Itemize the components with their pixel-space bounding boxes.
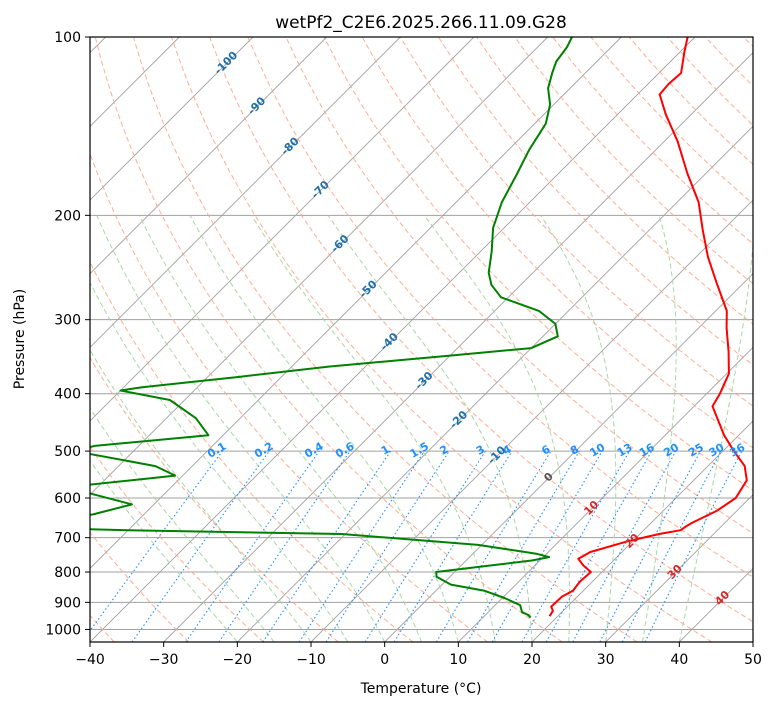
moist-adiabat-line — [423, 215, 570, 642]
x-tick-label: 0 — [380, 652, 389, 668]
y-tick-label: 1000 — [45, 622, 81, 638]
mixing-ratio-line — [521, 450, 630, 642]
isotherm-lines — [90, 37, 753, 642]
plot-area: 0.1 0.2 0.4 0.6 1 1.5 2 3 4 6 8 10 13 16 20 25 30 36-100-… — [90, 37, 753, 642]
sounding-series — [90, 37, 748, 619]
dry-adiabat-line — [323, 37, 753, 491]
isotherm-line — [90, 37, 327, 275]
moist-adiabat-line — [189, 215, 459, 642]
isotherm-line — [384, 273, 753, 642]
dry-adiabat-line — [399, 37, 753, 407]
y-tick-label: 800 — [54, 565, 81, 581]
dry-adiabat-line — [90, 356, 339, 642]
isotherm-line — [237, 125, 753, 642]
isotherm-line — [605, 494, 753, 642]
x-tick-label: 40 — [670, 652, 688, 668]
dry-adiabat-line — [514, 37, 753, 285]
isotherm-line — [163, 52, 753, 642]
y-tick-label: 400 — [54, 387, 81, 403]
chart-title: wetPf2_C2E6.2025.266.11.09.G28 — [275, 13, 567, 33]
y-axis-label: Pressure (hPa) — [12, 289, 28, 389]
x-tick-label: −20 — [223, 652, 253, 668]
x-axis: −40 −30 −20 −10 0 10 20 30 40 50 — [75, 642, 762, 668]
y-tick-label: 500 — [54, 444, 81, 460]
pressure-gridlines — [90, 37, 753, 630]
moist-adiabat-line — [540, 215, 617, 642]
x-tick-label: 30 — [597, 652, 615, 668]
x-tick-label: 10 — [449, 652, 467, 668]
dry-adiabat-line — [90, 446, 264, 642]
mixing-ratio-line — [545, 450, 653, 642]
dry-adiabat-line — [209, 37, 753, 623]
moist-adiabat-line — [251, 215, 496, 642]
y-tick-label: 300 — [54, 313, 81, 329]
y-tick-label: 100 — [54, 30, 81, 46]
x-tick-label: 20 — [523, 652, 541, 668]
mixing-ratio-line — [572, 450, 677, 642]
dry-adiabat-line — [361, 37, 753, 449]
dry-adiabat-line — [90, 260, 414, 642]
isotherm-line — [458, 346, 753, 642]
mixing-ratio-line — [298, 450, 425, 642]
dry-adiabat-line — [247, 37, 753, 578]
dry-adiabat-line — [94, 37, 563, 642]
mixing-ratio-line — [131, 450, 270, 642]
x-tick-label: −30 — [149, 652, 179, 668]
y-axis: 100 200 300 400 500 600 700 800 900 1000 — [45, 30, 90, 638]
isotherm-line — [90, 37, 475, 422]
x-tick-label: −40 — [75, 652, 105, 668]
moist-adiabat-line — [678, 238, 753, 642]
isotherm-line — [90, 37, 401, 348]
moist-adiabat-line — [138, 215, 422, 642]
plot-frame — [89, 36, 754, 643]
x-tick-label: −10 — [296, 652, 326, 668]
dewpoint-line — [90, 37, 573, 619]
mixing-ratio-line — [90, 450, 223, 632]
mixing-ratio-lines — [90, 450, 743, 642]
dry-adiabat-lines — [90, 37, 753, 642]
y-tick-label: 600 — [54, 491, 81, 507]
moist-adiabat-line — [90, 459, 238, 642]
isotherm-line — [90, 37, 696, 642]
dry-adiabat-line — [437, 37, 753, 366]
isotherm-line — [90, 37, 254, 201]
dry-adiabat-line — [132, 37, 638, 642]
mixing-ratio-line — [325, 450, 450, 642]
temperature-line — [548, 37, 748, 617]
mixing-ratio-line — [262, 450, 392, 642]
moist-adiabat-lines — [90, 215, 753, 642]
dry-adiabat-line — [90, 531, 190, 642]
x-axis-label: Temperature (°C) — [360, 681, 482, 697]
y-tick-label: 700 — [54, 531, 81, 547]
dry-adiabat-line — [285, 37, 753, 535]
mixing-ratio-line — [644, 450, 743, 642]
isotherm-line — [90, 37, 622, 569]
y-tick-label: 900 — [54, 595, 81, 611]
moist-adiabat-line — [90, 349, 312, 642]
y-tick-label: 200 — [54, 208, 81, 224]
x-tick-label: 50 — [744, 652, 762, 668]
mixing-ratio-line — [185, 450, 320, 642]
dry-adiabat-line — [90, 152, 488, 642]
moist-adiabat-line — [642, 215, 677, 642]
mixing-ratio-line — [218, 450, 351, 642]
mixing-ratio-line — [393, 450, 513, 642]
isotherm-line — [531, 420, 753, 642]
isotherm-line — [90, 37, 548, 496]
dry-adiabat-line — [171, 37, 712, 642]
moist-adiabat-line — [96, 215, 386, 642]
